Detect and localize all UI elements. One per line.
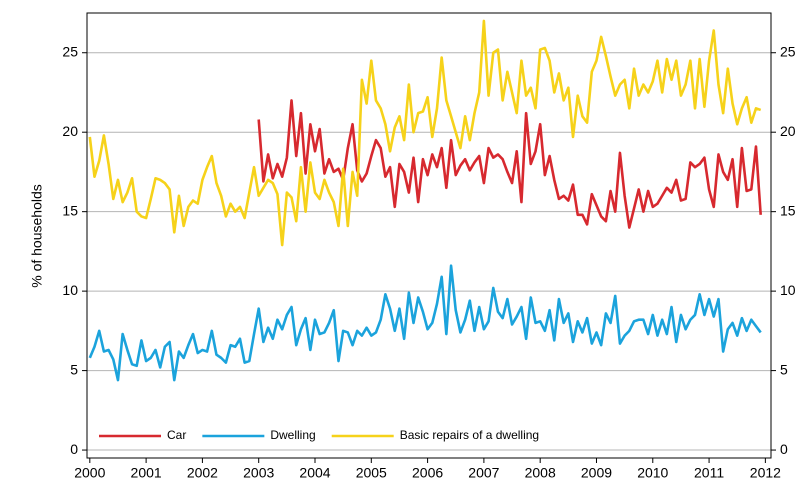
x-tick-label: 2008 (525, 465, 556, 481)
y-tick-label: 15 (62, 202, 78, 218)
y2-tick-label: 20 (780, 123, 796, 139)
x-tick-label: 2010 (637, 465, 668, 481)
plot-frame (86, 12, 772, 459)
y-tick-label: 10 (62, 282, 78, 298)
x-tick-label: 2001 (131, 465, 162, 481)
y-axis-label: % of households (29, 184, 45, 288)
series-line (88, 19, 762, 247)
x-tick-label: 2007 (468, 465, 499, 481)
y-tick-label: 20 (62, 123, 78, 139)
x-tick-label: 2004 (299, 465, 330, 481)
legend-label: Dwelling (270, 428, 315, 442)
y-tick-label: 25 (62, 43, 78, 59)
y2-tick-label: 0 (780, 441, 788, 457)
x-tick-label: 2005 (356, 465, 387, 481)
legend-label: Basic repairs of a dwelling (400, 428, 539, 442)
y2-tick-label: 25 (780, 43, 796, 59)
series-line (88, 264, 762, 382)
y2-tick-label: 10 (780, 282, 796, 298)
y2-tick-label: 5 (780, 361, 788, 377)
x-tick-label: 2011 (694, 465, 724, 481)
x-tick-label: 2002 (187, 465, 218, 481)
y2-tick-label: 15 (780, 202, 796, 218)
x-tick-label: 2003 (243, 465, 274, 481)
x-tick-label: 2012 (750, 465, 781, 481)
x-tick-label: 2006 (412, 465, 443, 481)
x-tick-label: 2009 (581, 465, 612, 481)
y-tick-label: 5 (70, 361, 78, 377)
x-tick-label: 2000 (74, 465, 105, 481)
legend-label: Car (167, 428, 186, 442)
y-tick-label: 0 (70, 441, 78, 457)
